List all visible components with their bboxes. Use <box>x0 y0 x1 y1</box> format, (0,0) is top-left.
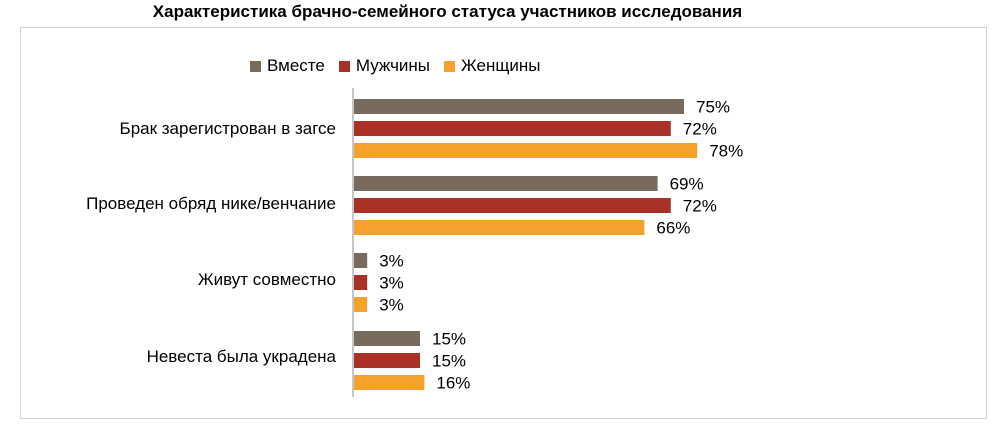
category-label-registered: Брак зарегистрован в загсе <box>119 119 336 138</box>
bar-bride-kidnapped-women <box>354 375 425 390</box>
legend-label-men: Мужчины <box>355 56 431 75</box>
data-label-cohabiting-men: 3% <box>379 274 404 293</box>
data-label-bride-kidnapped-together: 15% <box>432 330 466 349</box>
bar-bride-kidnapped-together <box>354 331 420 346</box>
legend-label-women: Женщины <box>461 56 541 75</box>
data-label-cohabiting-women: 3% <box>379 296 404 315</box>
data-label-bride-kidnapped-women: 16% <box>436 374 470 393</box>
bar-ceremony-women <box>354 220 645 235</box>
bar-ceremony-men <box>354 198 671 213</box>
bar-cohabiting-women <box>354 297 368 312</box>
legend-swatch-women <box>444 60 456 72</box>
data-label-registered-women: 78% <box>709 142 743 161</box>
data-label-cohabiting-together: 3% <box>379 252 404 271</box>
chart-title: Характеристика брачно-семейного статуса … <box>152 2 743 21</box>
legend-item-together: Вместе <box>250 56 325 76</box>
data-label-bride-kidnapped-men: 15% <box>432 352 466 371</box>
bar-cohabiting-together <box>354 253 368 268</box>
category-label-ceremony: Проведен обряд нике/венчание <box>86 194 336 213</box>
bar-registered-men <box>354 121 671 136</box>
data-label-ceremony-women: 66% <box>656 219 690 238</box>
bar-registered-women <box>354 143 698 158</box>
bar-bride-kidnapped-men <box>354 353 420 368</box>
bar-ceremony-together <box>354 176 658 191</box>
category-label-cohabiting: Живут совместно <box>197 270 336 289</box>
data-label-registered-together: 75% <box>696 98 730 117</box>
category-label-bride-kidnapped: Невеста была украдена <box>146 347 336 366</box>
legend: Вместе Мужчины Женщины <box>250 56 554 76</box>
bar-cohabiting-men <box>354 275 368 290</box>
data-label-ceremony-men: 72% <box>683 197 717 216</box>
legend-item-men: Мужчины <box>338 56 431 76</box>
legend-swatch-men <box>338 60 350 72</box>
data-label-ceremony-together: 69% <box>670 175 704 194</box>
legend-label-together: Вместе <box>267 56 325 75</box>
chart-frame <box>20 27 987 419</box>
bar-registered-together <box>354 99 684 114</box>
data-label-registered-men: 72% <box>683 120 717 139</box>
legend-item-women: Женщины <box>444 56 540 76</box>
legend-swatch-together <box>250 60 261 72</box>
